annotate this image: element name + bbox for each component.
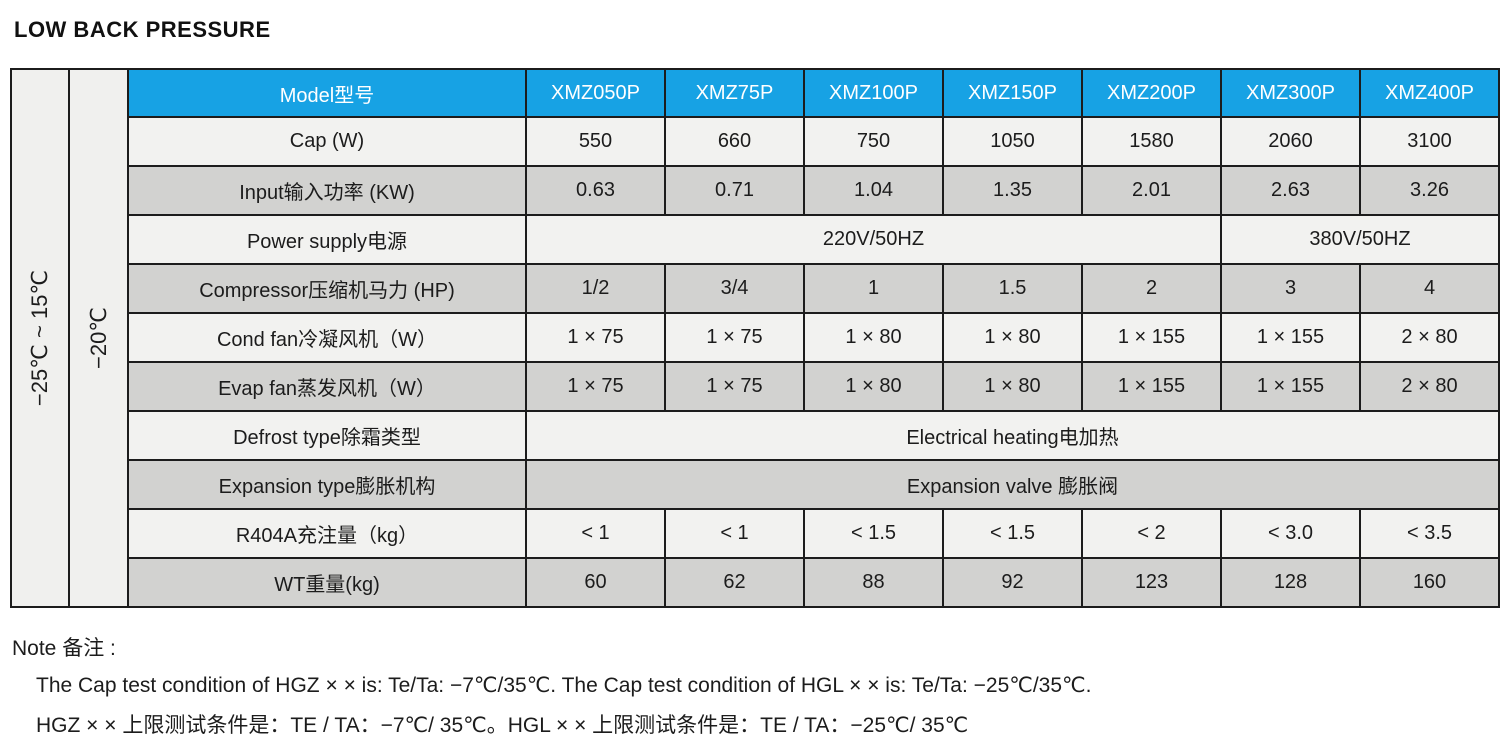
model-name-cell: XMZ050P [525, 68, 666, 118]
note-line-zh: HGZ × × 上限测试条件是：TE / TA：−7℃/ 35℃。HGL × ×… [36, 714, 969, 737]
spec-value-cell: < 1 [664, 508, 805, 559]
spec-label-cell: Power supply电源 [127, 214, 527, 265]
spec-value-cell: 4 [1359, 263, 1500, 314]
spec-value-cell: 88 [803, 557, 944, 608]
evap-temp-vertical-label: −20℃ [85, 306, 111, 370]
spec-value-cell: 1/2 [525, 263, 666, 314]
model-name-cell: XMZ150P [942, 68, 1083, 118]
spec-value-cell: 1.5 [942, 263, 1083, 314]
evap-temp-column: −20℃ [68, 68, 129, 608]
spec-value-cell: 1 × 80 [803, 361, 944, 412]
spec-value-cell: 62 [664, 557, 805, 608]
note-heading: Note 备注 : [12, 637, 116, 660]
spec-value-cell: 1 × 155 [1220, 312, 1361, 363]
spec-value-cell: 1.35 [942, 165, 1083, 216]
spec-value-cell: 1 × 80 [942, 361, 1083, 412]
spec-value-cell: 3/4 [664, 263, 805, 314]
model-header-row: −25℃ ~ 15℃ −20℃ Model型号 XMZ050P XMZ75P X… [10, 68, 1500, 608]
spec-value-cell: < 3.5 [1359, 508, 1500, 559]
spec-value-cell: 1 × 80 [942, 312, 1083, 363]
spec-value-cell: 2 × 80 [1359, 312, 1500, 363]
spec-value-cell: 1 × 155 [1081, 361, 1222, 412]
spec-label-cell: Expansion type膨胀机构 [127, 459, 527, 510]
spec-value-cell: 1 × 75 [525, 312, 666, 363]
spec-value-cell: 92 [942, 557, 1083, 608]
spec-row-power-supply: Power supply电源 220V/50HZ 380V/50HZ [11, 214, 1500, 265]
spec-label-cell: Cond fan冷凝风机（W） [127, 312, 527, 363]
spec-value-cell: 1 × 75 [664, 312, 805, 363]
note-line-en: The Cap test condition of HGZ × × is: Te… [36, 674, 1092, 697]
spec-value-cell: < 1.5 [942, 508, 1083, 559]
model-name-cell: XMZ75P [664, 68, 805, 118]
model-name-cell: XMZ100P [803, 68, 944, 118]
spec-value-cell: 2.63 [1220, 165, 1361, 216]
spec-row-weight: WT重量(kg) 60 62 88 92 123 128 160 [11, 557, 1500, 608]
spec-value-cell: 0.63 [525, 165, 666, 216]
spec-label-cell: WT重量(kg) [127, 557, 527, 608]
spec-value-cell: 220V/50HZ [525, 214, 1222, 265]
spec-value-cell: 2 × 80 [1359, 361, 1500, 412]
spec-value-cell: < 3.0 [1220, 508, 1361, 559]
spec-label-cell: Evap fan蒸发风机（W） [127, 361, 527, 412]
spec-value-cell: 750 [803, 116, 944, 167]
spec-value-cell: 60 [525, 557, 666, 608]
spec-row-input: Input输入功率 (KW) 0.63 0.71 1.04 1.35 2.01 … [11, 165, 1500, 216]
spec-value-cell: Expansion valve 膨胀阀 [525, 459, 1500, 510]
note-block: Note 备注 : The Cap test condition of HGZ … [12, 632, 1091, 739]
spec-value-cell: 1050 [942, 116, 1083, 167]
spec-value-cell: 2.01 [1081, 165, 1222, 216]
spec-value-cell: 3.26 [1359, 165, 1500, 216]
model-name-cell: XMZ200P [1081, 68, 1222, 118]
spec-value-cell: < 2 [1081, 508, 1222, 559]
spec-value-cell: 1 [803, 263, 944, 314]
model-name-cell: XMZ400P [1359, 68, 1500, 118]
spec-label-cell: Input输入功率 (KW) [127, 165, 527, 216]
spec-value-cell: < 1.5 [803, 508, 944, 559]
spec-value-cell: 660 [664, 116, 805, 167]
spec-value-cell: 160 [1359, 557, 1500, 608]
spec-value-cell: 2060 [1220, 116, 1361, 167]
spec-value-cell: 123 [1081, 557, 1222, 608]
spec-value-cell: 128 [1220, 557, 1361, 608]
spec-row-compressor: Compressor压缩机马力 (HP) 1/2 3/4 1 1.5 2 3 4 [11, 263, 1500, 314]
spec-label-cell: Cap (W) [127, 116, 527, 167]
spec-value-cell: 1 × 75 [664, 361, 805, 412]
spec-table: −25℃ ~ 15℃ −20℃ Model型号 XMZ050P XMZ75P X… [10, 68, 1500, 608]
spec-label-cell: Compressor压缩机马力 (HP) [127, 263, 527, 314]
spec-value-cell: 1 × 155 [1081, 312, 1222, 363]
model-name-cell: XMZ300P [1220, 68, 1361, 118]
spec-value-cell: 1580 [1081, 116, 1222, 167]
spec-value-cell: 3 [1220, 263, 1361, 314]
spec-value-cell: 1 × 155 [1220, 361, 1361, 412]
spec-row-refrigerant: R404A充注量（kg） < 1 < 1 < 1.5 < 1.5 < 2 < 3… [11, 508, 1500, 559]
temp-range-column: −25℃ ~ 15℃ [10, 68, 70, 608]
spec-value-cell: < 1 [525, 508, 666, 559]
page-title: LOW BACK PRESSURE [14, 17, 271, 42]
spec-value-cell: 1 × 80 [803, 312, 944, 363]
spec-value-cell: 3100 [1359, 116, 1500, 167]
spec-row-cap: Cap (W) 550 660 750 1050 1580 2060 3100 [11, 116, 1500, 167]
spec-row-evap-fan: Evap fan蒸发风机（W） 1 × 75 1 × 75 1 × 80 1 ×… [11, 361, 1500, 412]
spec-label-cell: R404A充注量（kg） [127, 508, 527, 559]
spec-value-cell: 550 [525, 116, 666, 167]
temp-range-vertical-label: −25℃ ~ 15℃ [27, 269, 52, 407]
spec-row-expansion: Expansion type膨胀机构 Expansion valve 膨胀阀 [11, 459, 1500, 510]
spec-label-cell: Defrost type除霜类型 [127, 410, 527, 461]
spec-value-cell: Electrical heating电加热 [525, 410, 1500, 461]
spec-value-cell: 380V/50HZ [1220, 214, 1500, 265]
spec-value-cell: 2 [1081, 263, 1222, 314]
spec-value-cell: 1.04 [803, 165, 944, 216]
spec-value-cell: 1 × 75 [525, 361, 666, 412]
spec-row-cond-fan: Cond fan冷凝风机（W） 1 × 75 1 × 75 1 × 80 1 ×… [11, 312, 1500, 363]
spec-value-cell: 0.71 [664, 165, 805, 216]
spec-row-defrost: Defrost type除霜类型 Electrical heating电加热 [11, 410, 1500, 461]
model-header-cell: Model型号 [127, 68, 527, 118]
